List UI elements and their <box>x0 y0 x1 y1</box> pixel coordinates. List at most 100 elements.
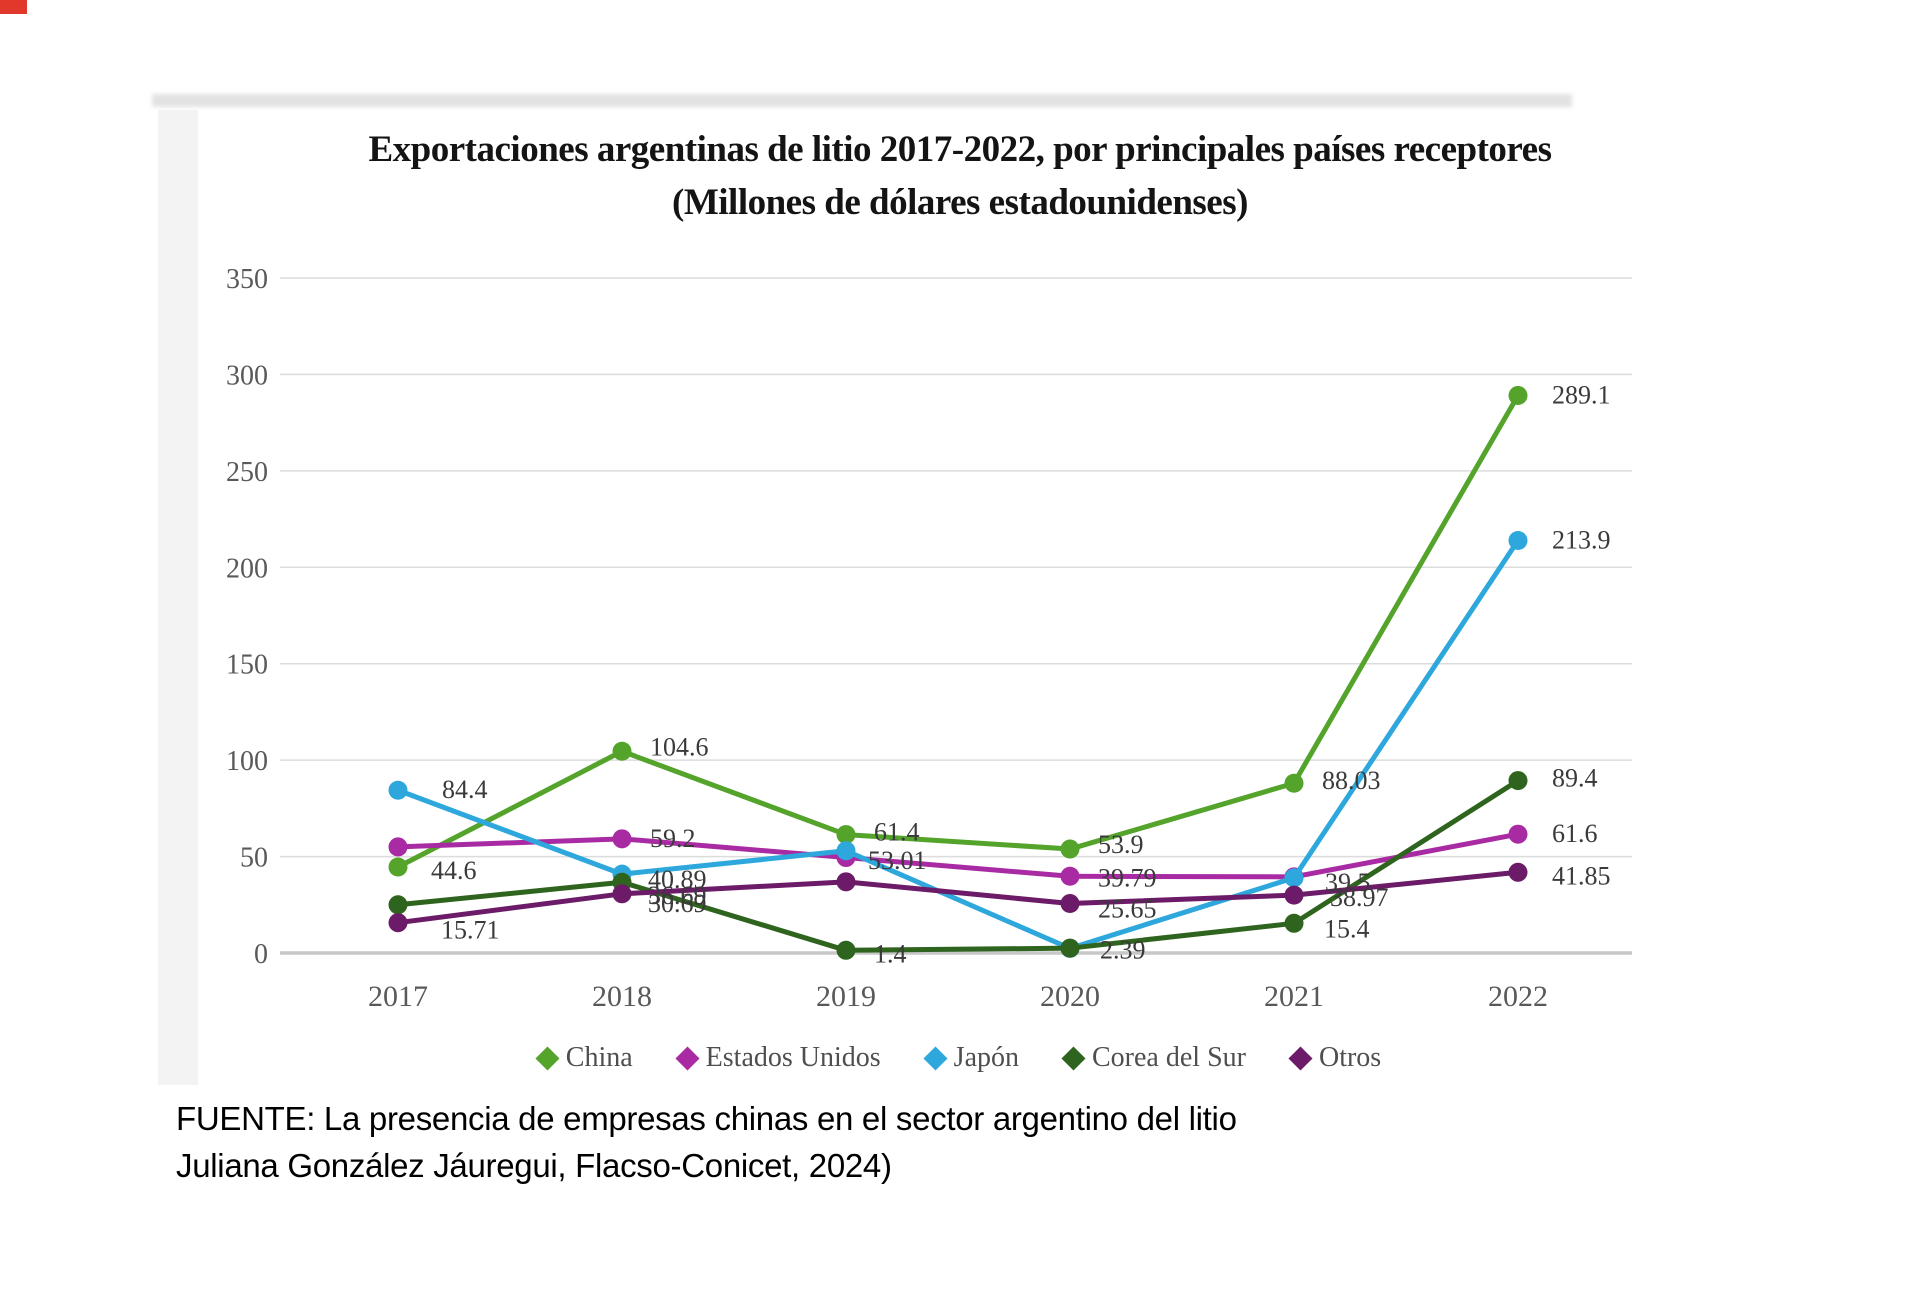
legend-label: Japón <box>953 1042 1019 1073</box>
legend-item-estados-unidos: Estados Unidos <box>675 1042 881 1074</box>
series-line <box>397 831 1519 880</box>
point-label-japón-2019: 53.01 <box>868 846 927 875</box>
point-label-china-2021: 88.03 <box>1322 766 1381 795</box>
data-point <box>836 940 856 960</box>
legend-item-china: China <box>535 1042 633 1074</box>
data-point <box>836 872 856 892</box>
legend-item-japón: Japón <box>923 1042 1019 1074</box>
chart-title-line1: Exportaciones argentinas de litio 2017-2… <box>368 129 1552 170</box>
data-point <box>1060 839 1080 859</box>
point-label-china-2022: 289.1 <box>1552 380 1611 409</box>
series-line <box>397 778 1520 953</box>
data-point <box>1060 894 1080 914</box>
chart-title: Exportaciones argentinas de litio 2017-2… <box>160 124 1760 229</box>
legend-label: Otros <box>1318 1042 1382 1073</box>
chart-title-line2: (Millones de dólares estadounidenses) <box>672 181 1248 223</box>
point-label-otros-2017: 15.71 <box>441 916 500 945</box>
legend-diamond-icon <box>675 1045 700 1071</box>
x-tick-label-2021: 2021 <box>1264 980 1324 1013</box>
y-tick-label-150: 150 <box>226 650 268 681</box>
legend-diamond-icon <box>923 1045 948 1071</box>
x-tick-label-2022: 2022 <box>1488 980 1548 1013</box>
point-label-otros-2020: 25.65 <box>1098 895 1157 924</box>
data-point <box>1284 885 1304 905</box>
point-label-china-2018: 104.6 <box>650 732 709 761</box>
legend-item-otros: Otros <box>1288 1042 1382 1074</box>
data-point <box>1284 868 1304 888</box>
series-otros <box>388 862 1528 933</box>
data-point <box>1284 773 1304 793</box>
legend: China Estados Unidos Japón Corea del Sur Otr… <box>160 1036 1760 1080</box>
data-point <box>1060 938 1080 958</box>
source-note: FUENTE: La presencia de empresas chinas … <box>176 1096 1676 1190</box>
data-point <box>388 857 408 877</box>
point-label-china-2020: 53.9 <box>1098 830 1144 859</box>
legend-diamond-icon <box>535 1045 560 1071</box>
data-point <box>612 741 632 761</box>
point-label-japón-2018: 40.89 <box>648 865 707 894</box>
data-point <box>612 829 632 849</box>
legend-label: Estados Unidos <box>705 1042 881 1073</box>
y-tick-label-50: 50 <box>240 843 268 874</box>
point-label-japón-2022: 213.9 <box>1552 525 1611 554</box>
y-tick-label-0: 0 <box>254 939 268 970</box>
data-point <box>612 884 632 904</box>
point-label-china-2017: 44.6 <box>431 856 477 885</box>
gridlines <box>280 277 1632 955</box>
data-point <box>1508 530 1528 550</box>
legend-diamond-icon <box>1288 1045 1313 1071</box>
y-tick-label-250: 250 <box>226 457 268 488</box>
legend-label: Corea del Sur <box>1092 1042 1246 1073</box>
data-point <box>1284 913 1304 933</box>
source-line1: FUENTE: La presencia de empresas chinas … <box>176 1100 1237 1137</box>
data-point <box>1508 385 1528 405</box>
data-point <box>388 895 408 915</box>
point-label-estados-unidos-2022: 61.6 <box>1552 819 1598 848</box>
legend-label: China <box>565 1042 633 1073</box>
x-tick-label-2019: 2019 <box>816 980 876 1013</box>
point-label-corea-del-sur-2021: 15.4 <box>1324 914 1370 943</box>
data-point <box>388 913 408 933</box>
data-labels: 44.6 104.6 61.4 53.9 88.03 289.1 59.2 39.79 39.5… <box>431 380 1611 968</box>
scan-artifact-left <box>158 110 198 1085</box>
point-label-otros-2022: 41.85 <box>1552 861 1611 890</box>
point-label-corea-del-sur-2018: 36.69 <box>648 881 707 910</box>
y-tick-label-350: 350 <box>226 264 268 295</box>
series-japón <box>388 530 1528 958</box>
y-tick-label-100: 100 <box>226 746 268 777</box>
point-label-corea-del-sur-2022: 89.4 <box>1552 764 1598 793</box>
point-label-japón-2020: 2.39 <box>1100 935 1146 964</box>
x-tick-label-2018: 2018 <box>592 980 652 1013</box>
point-label-estados-unidos-2021: 39.5 <box>1325 868 1371 897</box>
x-axis-labels: 2017 2018 2019 2020 2021 2022 <box>368 980 1548 1013</box>
series-china <box>388 385 1528 877</box>
x-tick-label-2020: 2020 <box>1040 980 1100 1013</box>
data-point <box>1508 824 1528 844</box>
point-label-japón-2021: 38.97 <box>1330 883 1389 912</box>
series-line <box>396 394 1521 870</box>
data-point <box>836 841 856 861</box>
red-corner-artifact <box>0 0 27 14</box>
source-line2: Juliana González Jáuregui, Flacso-Conice… <box>176 1146 892 1184</box>
legend-diamond-icon <box>1061 1045 1086 1071</box>
y-tick-label-300: 300 <box>226 360 268 391</box>
scan-artifact-top <box>152 94 1572 107</box>
data-point <box>1060 866 1080 886</box>
legend-item-corea-del-sur: Corea del Sur <box>1061 1042 1246 1074</box>
point-label-otros-2018: 30.69 <box>648 889 707 918</box>
series-line <box>397 869 1519 926</box>
data-point <box>388 837 408 857</box>
point-label-china-2019: 61.4 <box>874 818 920 847</box>
data-point <box>1508 862 1528 882</box>
data-point <box>1508 771 1528 791</box>
point-label-japón-2017: 84.4 <box>442 775 488 804</box>
data-point <box>836 825 856 845</box>
series-line <box>397 539 1521 951</box>
point-label-estados-unidos-2018: 59.2 <box>650 824 696 853</box>
y-tick-label-200: 200 <box>226 553 268 584</box>
point-label-estados-unidos-2020: 39.79 <box>1098 863 1157 892</box>
data-point <box>388 780 408 800</box>
point-label-corea-del-sur-2019: 1.4 <box>874 939 907 968</box>
y-axis-ticks: 0 50 100 150 200 250 300 350 <box>226 264 268 970</box>
